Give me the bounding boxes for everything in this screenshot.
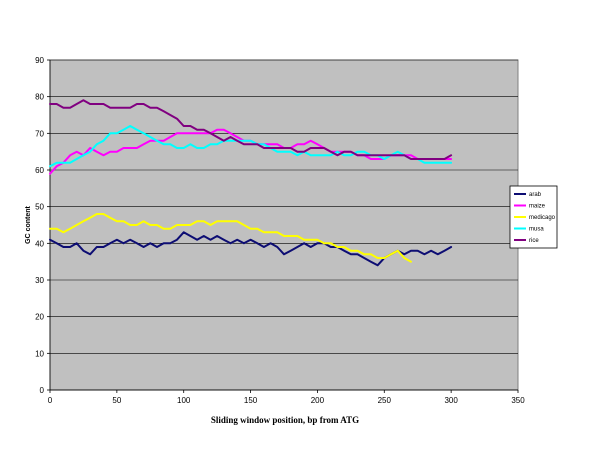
legend-label-musa: musa bbox=[529, 227, 544, 233]
x-tick-label-100: 100 bbox=[177, 396, 191, 405]
x-tick-label-50: 50 bbox=[112, 396, 121, 405]
y-tick-label-20: 20 bbox=[35, 313, 44, 322]
y-tick-label-10: 10 bbox=[35, 349, 44, 358]
y-tick-label-80: 80 bbox=[35, 93, 44, 102]
legend: arab maize medicago musa rice bbox=[509, 185, 558, 249]
y-tick-label-70: 70 bbox=[35, 129, 44, 138]
legend-label-medicago: medicago bbox=[529, 215, 556, 221]
x-tick-label-0: 0 bbox=[48, 396, 53, 405]
y-tick-label-0: 0 bbox=[40, 386, 45, 395]
x-tick-label-200: 200 bbox=[311, 396, 325, 405]
series-lines bbox=[49, 99, 453, 267]
y-tick-label-30: 30 bbox=[35, 276, 44, 285]
series-line-musa bbox=[49, 125, 453, 168]
x-axis-label: Sliding window position, bp from ATG bbox=[211, 415, 359, 425]
x-tick-label-150: 150 bbox=[244, 396, 258, 405]
x-tick-label-250: 250 bbox=[378, 396, 392, 405]
legend-label-rice: rice bbox=[529, 238, 539, 244]
series-line-rice bbox=[49, 99, 453, 160]
plot-area bbox=[49, 59, 519, 391]
legend-label-arab: arab bbox=[529, 192, 542, 198]
legend-label-maize: maize bbox=[529, 204, 546, 210]
legend-box bbox=[509, 185, 558, 249]
y-tick-label-60: 60 bbox=[35, 166, 44, 175]
axes: 0 10 20 30 40 50 60 70 80 90 0 50 100 150 200 250 300 350 bbox=[35, 56, 525, 405]
y-tick-label-90: 90 bbox=[35, 56, 44, 65]
y-tick-label-40: 40 bbox=[35, 239, 44, 248]
y-axis-label: GC content bbox=[25, 205, 32, 243]
x-tick-label-300: 300 bbox=[444, 396, 458, 405]
gridlines bbox=[50, 59, 518, 391]
series-line-medicago bbox=[49, 213, 412, 263]
x-tick-label-350: 350 bbox=[511, 396, 525, 405]
y-tick-label-50: 50 bbox=[35, 203, 44, 212]
